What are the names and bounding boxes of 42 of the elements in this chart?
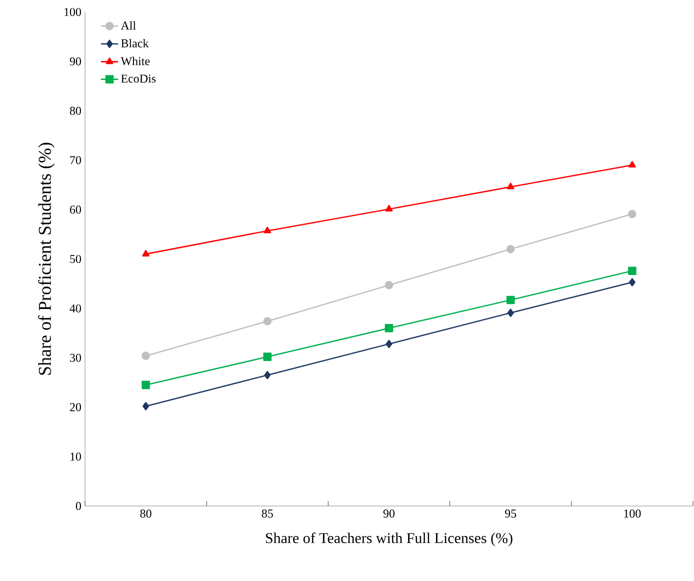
x-tick-label: 95 — [504, 510, 516, 518]
y-tick-label: 50 — [70, 254, 82, 264]
legend-label: White — [120, 56, 150, 66]
point — [506, 296, 515, 304]
point — [386, 340, 392, 348]
point — [142, 352, 150, 360]
point — [264, 226, 272, 234]
point — [384, 281, 394, 290]
y-tick-label: 90 — [70, 57, 82, 66]
point — [385, 204, 393, 212]
y-tick-label: 10 — [70, 452, 82, 461]
point — [264, 370, 271, 380]
point — [628, 210, 636, 218]
y-tick-label: 30 — [70, 354, 82, 362]
x-tick-label: 80 — [140, 510, 152, 518]
y-tick-label: 40 — [70, 304, 82, 312]
x-tick-label: 90 — [383, 510, 395, 518]
y-axis-title: Share of Proficient Students (%) — [38, 142, 55, 375]
point — [142, 250, 150, 256]
point — [628, 266, 636, 275]
point — [628, 160, 636, 168]
x-tick-label: 85 — [262, 510, 273, 518]
legend-label: EcoDis — [121, 74, 156, 83]
point — [142, 380, 150, 390]
y-tick-label: 100 — [64, 8, 82, 16]
point — [384, 324, 394, 332]
y-tick-label: 70 — [70, 156, 82, 164]
point — [506, 182, 514, 190]
legend-label: All — [120, 21, 136, 30]
x-tick-label: 100 — [624, 510, 641, 518]
point — [507, 308, 514, 317]
point — [142, 402, 150, 410]
point — [506, 244, 515, 254]
y-tick-label: 80 — [70, 106, 82, 115]
point — [628, 278, 636, 286]
legend-label: Black — [121, 38, 149, 48]
y-tick-label: 20 — [70, 403, 82, 412]
y-tick-label: 0 — [76, 502, 82, 510]
y-tick-label: 60 — [70, 206, 82, 214]
x-axis-title: Share of Teachers with Full Licenses (%) — [266, 532, 512, 546]
point — [263, 352, 272, 361]
point — [263, 317, 272, 326]
